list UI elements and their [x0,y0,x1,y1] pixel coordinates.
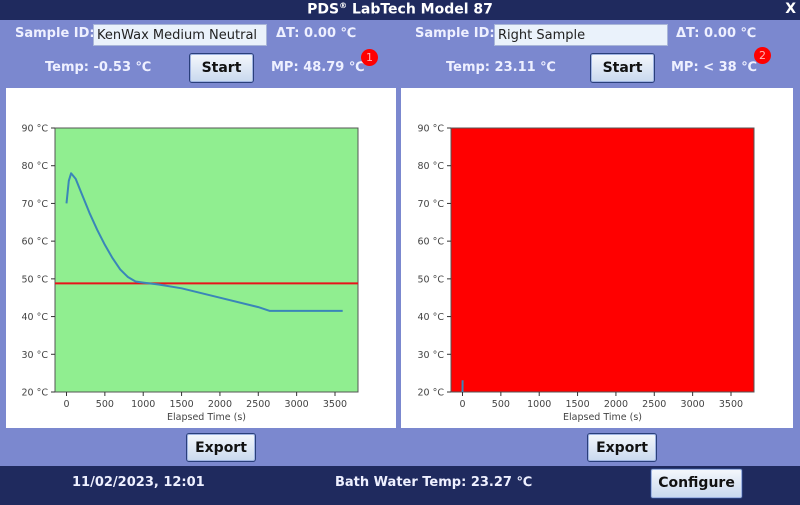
svg-text:2000: 2000 [604,399,628,410]
right-temp: Temp: 23.11 ℃ [446,60,556,75]
svg-text:1000: 1000 [131,399,155,410]
left-mp: MP: 48.79 ℃ [271,60,365,75]
svg-text:3000: 3000 [681,399,705,410]
svg-text:1500: 1500 [565,399,589,410]
configure-button[interactable]: Configure [650,468,743,499]
svg-text:90 °C: 90 °C [22,124,49,135]
right-temperature-chart: 20 °C 30 °C 40 °C 50 °C 60 °C 70 °C 80 °C 90 °C… [418,124,755,423]
bath-water-temp: Bath Water Temp: 23.27 ℃ [335,475,533,490]
right-start-button[interactable]: Start [590,53,655,83]
left-alert-badge: 1 [361,49,378,66]
right-alert-badge: 2 [754,47,771,64]
svg-text:70 °C: 70 °C [22,199,49,210]
svg-text:2000: 2000 [208,399,232,410]
svg-text:Elapsed Time (s): Elapsed Time (s) [563,412,642,423]
close-button[interactable]: X [785,1,796,17]
svg-text:90 °C: 90 °C [418,124,445,135]
right-sample-id-label: Sample ID: [415,26,495,41]
header-controls: Sample ID: ΔT: 0.00 ℃ Temp: -0.53 ℃ Star… [0,20,800,88]
svg-text:500: 500 [492,399,510,410]
svg-text:2500: 2500 [642,399,666,410]
right-export-button[interactable]: Export [587,433,657,462]
svg-text:3500: 3500 [323,399,347,410]
svg-text:20 °C: 20 °C [418,388,445,399]
window-title: PDS® LabTech Model 87 [307,1,493,18]
svg-text:30 °C: 30 °C [418,350,445,361]
svg-text:70 °C: 70 °C [418,199,445,210]
svg-text:80 °C: 80 °C [418,161,445,172]
svg-text:0: 0 [459,399,465,410]
datetime: 11/02/2023, 12:01 [72,475,205,490]
left-chart-panel: 20 °C 30 °C 40 °C 50 °C 60 °C 70 °C 80 °C 90 °C… [6,88,396,428]
svg-text:2500: 2500 [246,399,270,410]
svg-text:1000: 1000 [527,399,551,410]
svg-text:80 °C: 80 °C [22,161,49,172]
left-sample-id-label: Sample ID: [15,26,95,41]
svg-text:500: 500 [96,399,114,410]
svg-text:1500: 1500 [169,399,193,410]
right-mp: MP: < 38 ℃ [671,60,757,75]
svg-text:50 °C: 50 °C [22,274,49,285]
svg-text:20 °C: 20 °C [22,388,49,399]
svg-text:50 °C: 50 °C [418,274,445,285]
left-start-button[interactable]: Start [189,53,254,83]
left-export-button[interactable]: Export [186,433,256,462]
left-delta-t: ΔT: 0.00 ℃ [276,26,357,41]
svg-text:3000: 3000 [285,399,309,410]
right-chart-panel: 20 °C 30 °C 40 °C 50 °C 60 °C 70 °C 80 °C 90 °C… [401,88,793,428]
right-sample-id-input[interactable] [494,24,668,46]
svg-text:30 °C: 30 °C [22,350,49,361]
left-temp: Temp: -0.53 ℃ [45,60,152,75]
left-sample-id-input[interactable] [93,24,267,46]
svg-text:60 °C: 60 °C [22,237,49,248]
title-bar: PDS® LabTech Model 87 X [0,0,800,20]
right-delta-t: ΔT: 0.00 ℃ [676,26,757,41]
svg-text:40 °C: 40 °C [418,312,445,323]
svg-text:3500: 3500 [719,399,743,410]
svg-text:40 °C: 40 °C [22,312,49,323]
left-temperature-chart: 20 °C 30 °C 40 °C 50 °C 60 °C 70 °C 80 °C 90 °C… [22,124,359,423]
svg-text:60 °C: 60 °C [418,237,445,248]
svg-text:Elapsed Time (s): Elapsed Time (s) [167,412,246,423]
svg-text:0: 0 [63,399,69,410]
